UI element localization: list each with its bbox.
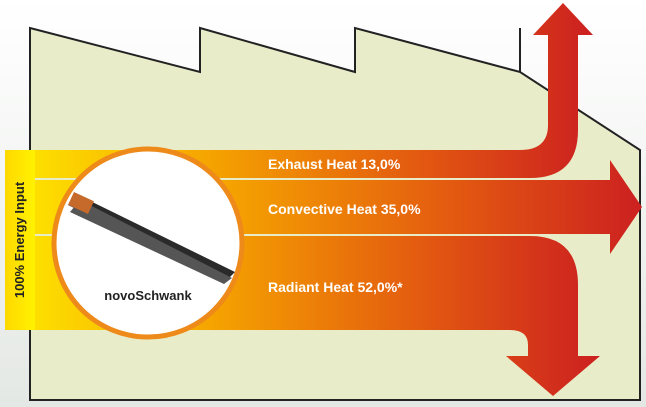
diagram: 100% Energy Input novoSchwank Exhaust He… <box>0 0 646 407</box>
flow-label: Convective Heat 35,0% <box>268 201 421 217</box>
flow-label: Exhaust Heat 13,0% <box>268 156 401 172</box>
flow-label: Radiant Heat 52,0%* <box>268 279 403 295</box>
input-label: 100% Energy Input <box>12 181 27 298</box>
device-label: novoSchwank <box>104 288 192 303</box>
